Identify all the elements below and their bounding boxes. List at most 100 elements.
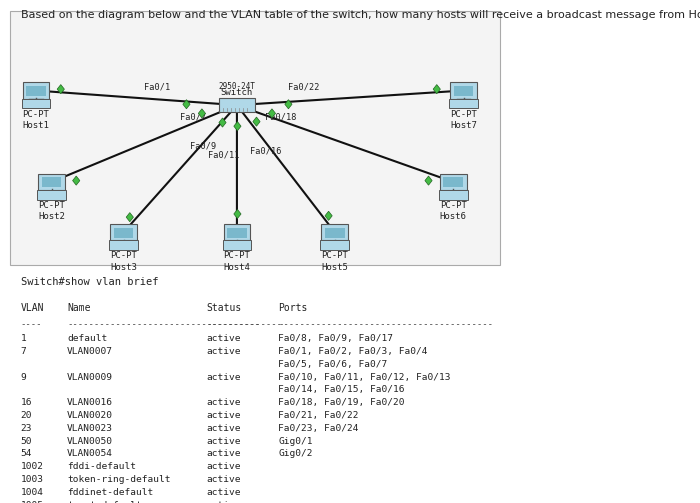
Text: Gig0/1: Gig0/1 [278,437,313,446]
Text: 1005: 1005 [20,500,43,503]
Text: 1004: 1004 [20,488,43,497]
Polygon shape [425,176,432,185]
Text: active: active [206,398,241,407]
Text: Fa0/10, Fa0/11, Fa0/12, Fa0/13: Fa0/10, Fa0/11, Fa0/12, Fa0/13 [278,373,451,382]
FancyBboxPatch shape [38,174,65,190]
Text: Fa0/7: Fa0/7 [180,112,206,121]
Polygon shape [285,100,292,109]
FancyBboxPatch shape [450,82,477,99]
FancyBboxPatch shape [227,228,246,238]
Text: Fa0/21, Fa0/22: Fa0/21, Fa0/22 [278,411,358,420]
FancyBboxPatch shape [449,99,478,108]
Text: Fa0/18: Fa0/18 [265,112,297,121]
FancyBboxPatch shape [223,224,251,240]
Polygon shape [234,209,241,218]
Text: 1003: 1003 [20,475,43,484]
Text: active: active [206,462,241,471]
FancyBboxPatch shape [22,99,50,108]
FancyBboxPatch shape [42,178,62,188]
FancyBboxPatch shape [110,224,137,240]
Text: active: active [206,488,241,497]
FancyBboxPatch shape [325,228,344,238]
Text: trnet-default: trnet-default [67,500,141,503]
Text: ----------: ---------- [206,320,260,329]
Text: Based on the diagram below and the VLAN table of the switch, how many hosts will: Based on the diagram below and the VLAN … [20,10,700,20]
FancyBboxPatch shape [444,178,463,188]
FancyBboxPatch shape [321,240,349,250]
Text: 1: 1 [20,334,27,343]
Polygon shape [183,100,190,109]
Text: active: active [206,475,241,484]
Text: active: active [206,373,241,382]
Polygon shape [57,85,64,94]
FancyBboxPatch shape [22,82,50,99]
Text: active: active [206,411,241,420]
Text: Fa0/8, Fa0/9, Fa0/17: Fa0/8, Fa0/9, Fa0/17 [278,334,393,343]
Text: active: active [206,500,241,503]
Text: Fa0/1: Fa0/1 [144,82,170,92]
FancyBboxPatch shape [223,240,251,250]
Text: Status: Status [206,303,241,313]
Text: 16: 16 [20,398,32,407]
Text: Fa0/9: Fa0/9 [190,142,216,151]
Text: active: active [206,334,241,343]
Text: active: active [206,437,241,446]
Text: PC-PT
Host6: PC-PT Host6 [440,201,467,221]
Text: ----------------------------------------: ---------------------------------------- [67,320,282,329]
Text: 1002: 1002 [20,462,43,471]
Text: Fa0/18, Fa0/19, Fa0/20: Fa0/18, Fa0/19, Fa0/20 [278,398,405,407]
FancyBboxPatch shape [27,86,46,96]
Text: Fa0/14, Fa0/15, Fa0/16: Fa0/14, Fa0/15, Fa0/16 [278,385,405,394]
Polygon shape [126,213,134,222]
Text: Fa0/22: Fa0/22 [288,82,320,92]
FancyBboxPatch shape [109,240,138,250]
Polygon shape [198,109,206,118]
Text: fddi-default: fddi-default [67,462,136,471]
FancyBboxPatch shape [439,190,468,200]
Text: default: default [67,334,107,343]
Text: Name: Name [67,303,90,313]
Polygon shape [268,109,276,118]
Text: VLAN0023: VLAN0023 [67,424,113,433]
FancyBboxPatch shape [321,224,348,240]
Polygon shape [325,211,332,220]
Text: ----------------------------------------: ---------------------------------------- [278,320,493,329]
FancyBboxPatch shape [114,228,134,238]
Text: active: active [206,450,241,458]
Text: VLAN0054: VLAN0054 [67,450,113,458]
Text: 7: 7 [20,347,27,356]
Text: Fa0/1, Fa0/2, Fa0/3, Fa0/4: Fa0/1, Fa0/2, Fa0/3, Fa0/4 [278,347,428,356]
Text: PC-PT
Host1: PC-PT Host1 [22,110,50,130]
Text: active: active [206,424,241,433]
Text: Switch: Switch [220,88,253,97]
Text: 23: 23 [20,424,32,433]
Text: VLAN0009: VLAN0009 [67,373,113,382]
Text: 54: 54 [20,450,32,458]
Text: Fa0/11: Fa0/11 [209,151,240,160]
FancyBboxPatch shape [454,86,473,96]
Text: 20: 20 [20,411,32,420]
Text: 9: 9 [20,373,27,382]
FancyBboxPatch shape [219,98,255,113]
Text: Ports: Ports [278,303,307,313]
Text: ----: ---- [20,320,42,329]
Text: VLAN0050: VLAN0050 [67,437,113,446]
Text: Fa0/5, Fa0/6, Fa0/7: Fa0/5, Fa0/6, Fa0/7 [278,360,387,369]
FancyBboxPatch shape [37,190,66,200]
Text: PC-PT
Host2: PC-PT Host2 [38,201,65,221]
Polygon shape [253,117,260,126]
Polygon shape [219,118,226,127]
Polygon shape [433,85,440,94]
Text: token-ring-default: token-ring-default [67,475,171,484]
Text: VLAN: VLAN [20,303,44,313]
Text: Gig0/2: Gig0/2 [278,450,313,458]
Text: PC-PT
Host5: PC-PT Host5 [321,252,348,272]
Text: 2950-24T: 2950-24T [218,82,256,92]
Text: Switch#show vlan brief: Switch#show vlan brief [20,277,158,287]
Text: fddinet-default: fddinet-default [67,488,153,497]
Text: VLAN0016: VLAN0016 [67,398,113,407]
Text: Fa0/16: Fa0/16 [249,146,281,155]
Polygon shape [73,176,80,185]
Text: active: active [206,347,241,356]
Text: PC-PT
Host3: PC-PT Host3 [110,252,137,272]
